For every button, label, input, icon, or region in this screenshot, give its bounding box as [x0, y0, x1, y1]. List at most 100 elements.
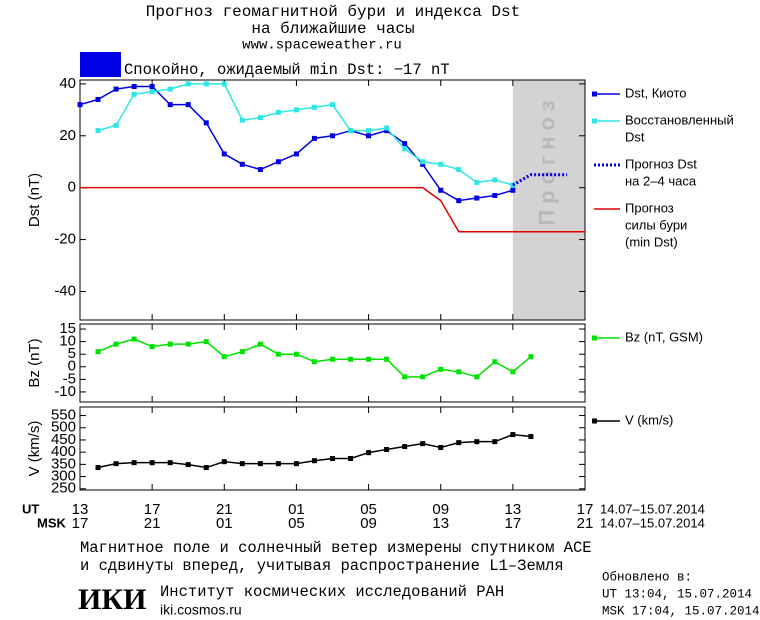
data-point: [474, 195, 480, 201]
updated: MSK 17:04, 15.07.2014: [602, 604, 760, 618]
updated: Обновлено в:: [602, 570, 692, 584]
data-point: [167, 102, 173, 108]
series-line: [80, 186, 585, 233]
data-point: [384, 356, 390, 362]
data-point: [149, 89, 155, 95]
y-tick-label: 500: [51, 419, 76, 436]
data-point: [131, 460, 137, 466]
data-point: [402, 374, 408, 380]
data-point: [330, 456, 335, 462]
data-point: [330, 102, 335, 108]
data-point: [510, 432, 516, 438]
data-point: [348, 128, 354, 134]
data-point: [402, 444, 408, 450]
data-point: [438, 445, 444, 451]
data-point: [420, 374, 426, 380]
data-point: [131, 91, 137, 97]
data-point: [239, 161, 245, 167]
data-point: [113, 122, 119, 128]
data-point: [293, 461, 299, 467]
data-point: [420, 161, 426, 167]
data-point: [95, 349, 101, 355]
y-tick-label: -40: [54, 282, 76, 299]
legend-label: на 2–4 часа: [625, 173, 697, 188]
data-point: [402, 141, 408, 147]
y-tick-label: -10: [54, 383, 76, 400]
data-point: [257, 167, 263, 173]
data-point: [366, 450, 372, 456]
data-point: [384, 128, 390, 134]
x-tick-label-msk: 05: [288, 515, 305, 532]
data-point: [203, 465, 209, 471]
legend-label: Dst: [625, 129, 645, 144]
x-tick-label-msk: 21: [577, 515, 594, 532]
data-point: [275, 461, 281, 467]
data-point: [257, 115, 263, 121]
note: Магнитное поле и солнечный ветер измерен…: [80, 539, 592, 557]
data-point: [474, 439, 480, 445]
data-point: [510, 369, 516, 375]
data-point: [348, 356, 354, 362]
legend-label: Прогноз: [625, 200, 674, 215]
title: на ближайшие часы: [251, 20, 414, 38]
data-point: [438, 187, 444, 193]
data-point: [275, 351, 281, 357]
data-point: [348, 456, 354, 462]
y-tick-label: 10: [59, 333, 76, 350]
data-point: [185, 102, 191, 108]
data-point: [492, 192, 498, 198]
data-point: [167, 460, 173, 466]
data-point: [510, 187, 516, 193]
y-tick-label: 20: [59, 127, 76, 144]
x-tick-label: 13: [505, 501, 522, 518]
row-dates: 14.07–15.07.2014: [600, 501, 705, 516]
data-point: [113, 86, 119, 92]
x-tick-label: 17: [144, 501, 161, 518]
data-point: [149, 83, 155, 89]
x-tick-label-msk: 09: [360, 515, 377, 532]
series-line: [512, 173, 567, 187]
data-point: [221, 151, 227, 157]
data-point: [384, 125, 390, 131]
data-point: [185, 462, 191, 468]
data-point: [456, 440, 462, 446]
y-tick-label: 550: [51, 407, 76, 424]
data-point: [420, 441, 426, 447]
data-point: [149, 460, 155, 466]
site: iki.cosmos.ru: [160, 602, 242, 618]
data-point: [221, 354, 227, 360]
y-tick-label: 15: [59, 320, 76, 337]
data-point: [113, 341, 119, 347]
legend-marker: [592, 335, 597, 341]
data-point: [203, 81, 209, 87]
data-point: [239, 461, 245, 467]
note: и сдвинуты вперед, учитывая распростране…: [80, 557, 564, 575]
data-point: [239, 349, 245, 355]
data-point: [293, 351, 299, 357]
legend-label: силы бури: [625, 217, 687, 232]
data-point: [384, 446, 390, 452]
data-point: [293, 151, 299, 157]
data-point: [95, 465, 101, 471]
data-point: [203, 339, 209, 345]
url: www.spaceweather.ru: [242, 38, 402, 54]
y-tick-label: 5: [68, 345, 76, 362]
status: Спокойно, ожидаемый min Dst: −17 nT: [124, 61, 450, 79]
data-point: [474, 374, 480, 380]
data-point: [366, 128, 372, 134]
data-point: [257, 341, 263, 347]
row-label: MSK: [37, 515, 67, 530]
y-tick-label: -5: [63, 370, 76, 387]
y-tick-label: 450: [51, 431, 76, 448]
row-label: UT: [22, 501, 39, 516]
data-point: [167, 86, 173, 92]
data-point: [366, 356, 372, 362]
x-tick-label-msk: 13: [432, 515, 449, 532]
logo: ИКИ: [78, 583, 146, 616]
data-point: [456, 167, 462, 173]
legend-label: Bz (nT, GSM): [625, 329, 703, 344]
row-dates: 14.07–15.07.2014: [600, 515, 705, 530]
data-point: [420, 159, 426, 165]
data-point: [528, 434, 534, 440]
